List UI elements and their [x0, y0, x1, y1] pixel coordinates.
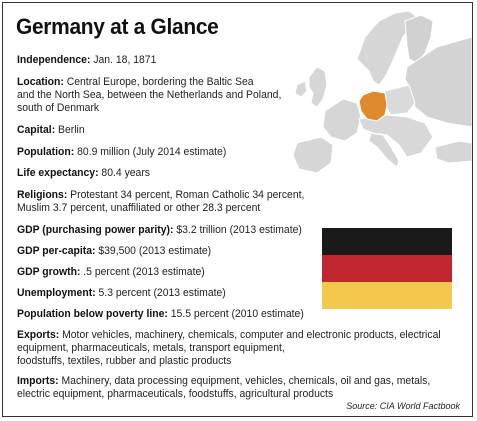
fact-independence: Independence: Jan. 18, 1871	[17, 54, 156, 67]
fact-label: Population:	[17, 146, 75, 158]
fact-population: Population: 80.9 million (July 2014 esti…	[17, 146, 226, 159]
fact-life-expectancy: Life expectancy: 80.4 years	[17, 167, 150, 180]
fact-label: Population below poverty line:	[17, 308, 168, 320]
fact-label: Location:	[17, 76, 64, 88]
fact-label: GDP growth:	[17, 266, 81, 278]
fact-label: Imports:	[17, 375, 59, 387]
fact-unemployment: Unemployment: 5.3 percent (2013 estimate…	[17, 287, 226, 300]
europe-map-image	[287, 7, 472, 179]
fact-value: .5 percent (2013 estimate)	[83, 266, 205, 278]
fact-label: Religions:	[17, 189, 68, 201]
fact-value: Central Europe, bordering the Baltic Sea	[66, 76, 254, 88]
fact-label: GDP (purchasing power parity):	[17, 224, 174, 236]
fact-imports: Imports: Machinery, data processing equi…	[17, 375, 430, 388]
fact-label: Independence:	[17, 54, 91, 66]
fact-location-cont: and the North Sea, between the Netherlan…	[17, 89, 282, 101]
fact-label: GDP per-capita:	[17, 245, 96, 257]
fact-value: Machinery, data processing equipment, ve…	[61, 375, 431, 387]
flag-red-stripe	[322, 255, 452, 282]
fact-value: Protestant 34 percent, Roman Catholic 34…	[70, 189, 305, 201]
fact-location: Location: Central Europe, bordering the …	[17, 76, 254, 89]
fact-exports-cont: foodstuffs, textiles, rubber and plastic…	[17, 355, 232, 367]
fact-exports-cont: equipment, pharmaceuticals, metals, tran…	[17, 342, 285, 354]
fact-value: $3.2 trillion (2013 estimate)	[176, 224, 302, 236]
fact-location-cont: south of Denmark	[17, 102, 100, 114]
flag-black-stripe	[322, 228, 452, 255]
fact-label: Life expectancy:	[17, 167, 99, 179]
fact-value: 15.5 percent (2010 estimate)	[170, 308, 304, 320]
fact-value: Motor vehicles, machinery, chemicals, co…	[62, 329, 441, 341]
fact-gdp-per-capita: GDP per-capita: $39,500 (2013 estimate)	[17, 245, 211, 258]
fact-value: 80.4 years	[101, 167, 151, 179]
fact-label: Exports:	[17, 329, 60, 341]
infobox-frame: Germany at a Glance Independence: Jan. 1…	[2, 2, 473, 417]
fact-value: 80.9 million (July 2014 estimate)	[77, 146, 227, 158]
flag-gold-stripe	[322, 282, 452, 309]
fact-imports-cont: electric equipment, pharmaceuticals, foo…	[17, 388, 334, 400]
fact-gdp-ppp: GDP (purchasing power parity): $3.2 tril…	[17, 224, 302, 237]
fact-exports: Exports: Motor vehicles, machinery, chem…	[17, 329, 441, 342]
fact-value: Berlin	[58, 124, 85, 136]
fact-gdp-growth: GDP growth: .5 percent (2013 estimate)	[17, 266, 205, 279]
fact-religions: Religions: Protestant 34 percent, Roman …	[17, 189, 304, 202]
fact-label: Unemployment:	[17, 287, 96, 299]
fact-capital: Capital: Berlin	[17, 124, 85, 137]
fact-value: 5.3 percent (2013 estimate)	[98, 287, 226, 299]
germany-flag-image	[322, 228, 452, 309]
fact-poverty: Population below poverty line: 15.5 perc…	[17, 308, 304, 321]
source-credit: Source: CIA World Factbook	[346, 401, 460, 411]
fact-value: Jan. 18, 1871	[93, 54, 157, 66]
page-title: Germany at a Glance	[16, 14, 219, 39]
fact-religions-cont: Muslim 3.7 percent, unaffiliated or othe…	[17, 202, 261, 214]
fact-value: $39,500 (2013 estimate)	[98, 245, 212, 257]
fact-label: Capital:	[17, 124, 56, 136]
germany-highlight	[358, 90, 388, 122]
